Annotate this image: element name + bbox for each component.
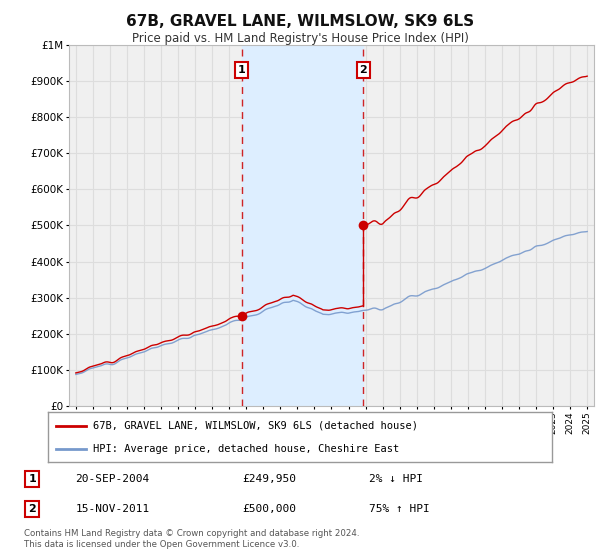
Text: Contains HM Land Registry data © Crown copyright and database right 2024.
This d: Contains HM Land Registry data © Crown c… [24, 529, 359, 549]
Text: 1: 1 [28, 474, 36, 484]
Text: 2: 2 [359, 65, 367, 75]
Text: 2: 2 [28, 504, 36, 514]
Text: 15-NOV-2011: 15-NOV-2011 [76, 504, 149, 514]
Bar [241, 45, 364, 406]
Text: 1: 1 [238, 65, 245, 75]
Text: 67B, GRAVEL LANE, WILMSLOW, SK9 6LS (detached house): 67B, GRAVEL LANE, WILMSLOW, SK9 6LS (det… [94, 421, 418, 431]
Text: 20-SEP-2004: 20-SEP-2004 [76, 474, 149, 484]
Text: 2% ↓ HPI: 2% ↓ HPI [369, 474, 423, 484]
Text: Price paid vs. HM Land Registry's House Price Index (HPI): Price paid vs. HM Land Registry's House … [131, 32, 469, 45]
Text: £249,950: £249,950 [242, 474, 296, 484]
Text: 75% ↑ HPI: 75% ↑ HPI [369, 504, 430, 514]
Text: HPI: Average price, detached house, Cheshire East: HPI: Average price, detached house, Ches… [94, 445, 400, 454]
Text: 67B, GRAVEL LANE, WILMSLOW, SK9 6LS: 67B, GRAVEL LANE, WILMSLOW, SK9 6LS [126, 14, 474, 29]
Text: £500,000: £500,000 [242, 504, 296, 514]
